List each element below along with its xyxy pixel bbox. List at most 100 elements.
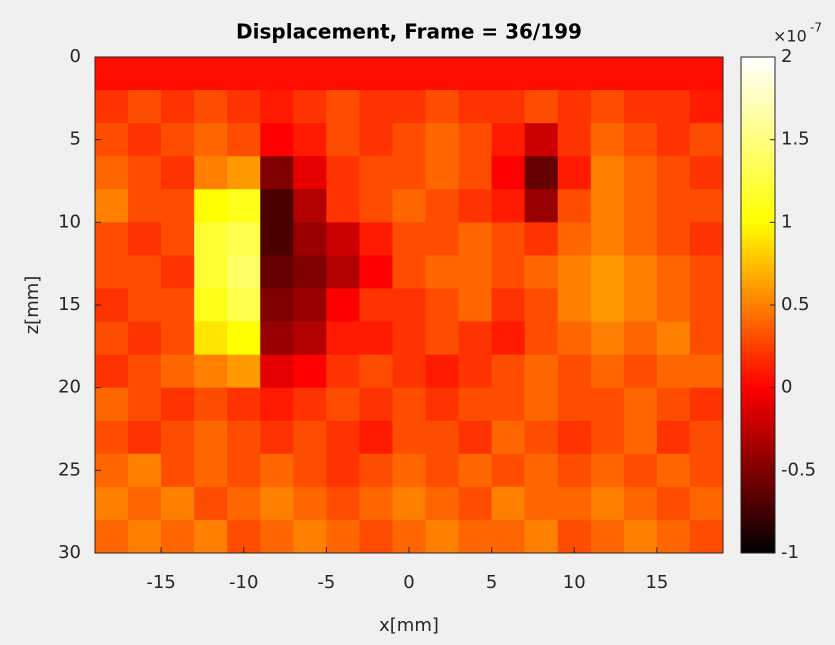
heatmap-cell xyxy=(128,222,162,256)
heatmap-cell xyxy=(425,288,460,323)
heatmap-cell xyxy=(458,90,493,124)
heatmap-cell xyxy=(95,90,129,124)
heatmap-cell xyxy=(95,354,129,389)
x-tick-label: 10 xyxy=(563,572,586,593)
heatmap-cell xyxy=(491,387,526,422)
x-tick-label: -5 xyxy=(317,572,335,593)
heatmap-cell xyxy=(689,90,724,124)
heatmap-cell xyxy=(623,90,658,124)
heatmap-cell xyxy=(128,519,162,554)
y-tick-label: 20 xyxy=(58,377,81,398)
heatmap-cell xyxy=(359,453,393,488)
heatmap-cell xyxy=(590,354,625,389)
x-axis-label: x[mm] xyxy=(379,615,439,636)
heatmap-cell xyxy=(260,90,294,124)
heatmap-cell xyxy=(689,354,724,389)
heatmap-cell xyxy=(194,90,228,124)
heatmap-cell xyxy=(194,354,228,389)
heatmap-cell xyxy=(425,420,460,455)
heatmap-cell xyxy=(326,387,360,422)
heatmap-cell xyxy=(491,486,526,521)
heatmap-cell xyxy=(227,354,261,389)
x-tick-label: -15 xyxy=(146,572,175,593)
heatmap-cell xyxy=(260,156,294,190)
colorbar-tick-label: 0 xyxy=(781,377,792,398)
heatmap-cell xyxy=(95,519,129,554)
heatmap-cell xyxy=(260,354,294,389)
heatmap-cell xyxy=(656,321,691,356)
heatmap-cell xyxy=(326,288,360,323)
heatmap-cell xyxy=(656,453,691,488)
heatmap-cell xyxy=(557,156,592,190)
heatmap-cell xyxy=(491,453,526,488)
heatmap-cell xyxy=(656,222,691,256)
heatmap-cell xyxy=(557,189,592,223)
heatmap-cell xyxy=(95,321,129,356)
heatmap-cell xyxy=(326,255,360,289)
heatmap-cell xyxy=(425,189,460,223)
heatmap-cell xyxy=(359,387,393,422)
y-axis-label: z[mm] xyxy=(22,276,43,335)
heatmap-cell xyxy=(557,123,592,157)
heatmap-cell xyxy=(491,57,526,91)
heatmap-cell xyxy=(689,519,724,554)
heatmap-cell xyxy=(656,420,691,455)
axes: -15 -10 -5 0 5 10 15 0 5 10 15 20 25 30 xyxy=(58,46,724,593)
heatmap-cell xyxy=(128,123,162,157)
heatmap-cell xyxy=(689,156,724,190)
heatmap-cell xyxy=(656,519,691,554)
heatmap-cell xyxy=(95,57,129,91)
colorbar-tick-label: -1 xyxy=(781,542,799,563)
heatmap-cell xyxy=(161,156,195,190)
heatmap-cell xyxy=(458,387,493,422)
heatmap-cell xyxy=(689,288,724,323)
heatmap-cell xyxy=(392,90,427,124)
heatmap-cell xyxy=(656,255,691,289)
heatmap-cell xyxy=(392,57,427,91)
heatmap-cell xyxy=(458,156,493,190)
heatmap-cell xyxy=(392,255,427,289)
heatmap-cell xyxy=(425,57,460,91)
heatmap-cell xyxy=(425,321,460,356)
heatmap-cell xyxy=(260,255,294,289)
heatmap-cell xyxy=(491,123,526,157)
heatmap-cell xyxy=(656,156,691,190)
heatmap-cell xyxy=(128,255,162,289)
heatmap-cell xyxy=(95,420,129,455)
heatmap-cell xyxy=(359,288,393,323)
heatmap-cell xyxy=(557,453,592,488)
heatmap-cell xyxy=(392,420,427,455)
heatmap-cell xyxy=(656,354,691,389)
heatmap-cell xyxy=(326,189,360,223)
heatmap-cell xyxy=(458,255,493,289)
heatmap-cell xyxy=(359,519,393,554)
colorbar-tick-label: 0.5 xyxy=(781,294,810,315)
heatmap-cell xyxy=(194,387,228,422)
chart-title: Displacement, Frame = 36/199 xyxy=(236,20,582,44)
heatmap-cell xyxy=(128,387,162,422)
heatmap-cell xyxy=(491,222,526,256)
heatmap-cell xyxy=(326,156,360,190)
heatmap-cell xyxy=(161,354,195,389)
heatmap-cell xyxy=(128,486,162,521)
heatmap-cell xyxy=(623,288,658,323)
heatmap-cell xyxy=(557,255,592,289)
heatmap-cell xyxy=(458,420,493,455)
heatmap-cell xyxy=(161,387,195,422)
heatmap-cell xyxy=(524,486,559,521)
heatmap-cell xyxy=(95,255,129,289)
heatmap-cell xyxy=(293,222,327,256)
heatmap-cell xyxy=(425,519,460,554)
heatmap-cell xyxy=(293,255,327,289)
heatmap-cell xyxy=(458,354,493,389)
heatmap-cell xyxy=(425,222,460,256)
heatmap-cell xyxy=(293,387,327,422)
heatmap-cell xyxy=(194,288,228,323)
colorbar-multiplier-base: ×10 xyxy=(773,27,807,46)
heatmap-cell xyxy=(359,189,393,223)
heatmap-cell xyxy=(392,387,427,422)
heatmap-cell xyxy=(359,255,393,289)
heatmap-cell xyxy=(227,255,261,289)
heatmap-cell xyxy=(689,420,724,455)
heatmap-cell xyxy=(689,222,724,256)
